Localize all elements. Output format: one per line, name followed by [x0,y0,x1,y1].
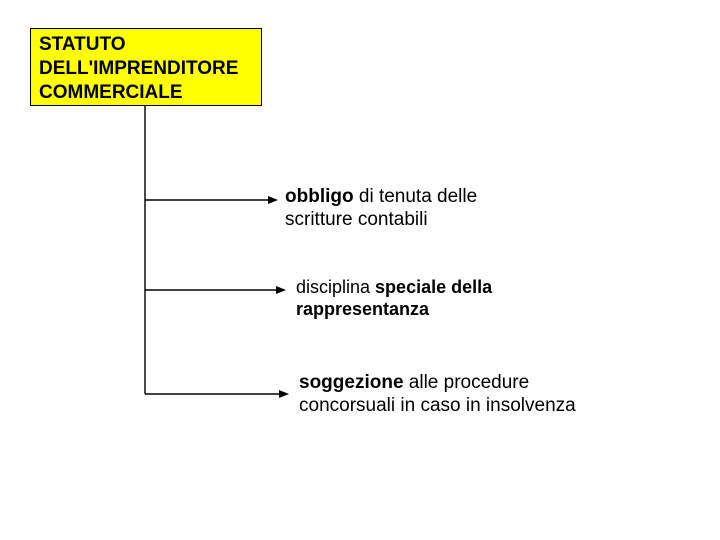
item-disciplina-pre: disciplina [296,277,375,297]
diagram-canvas: STATUTO DELL'IMPRENDITORE COMMERCIALE ob… [0,0,720,540]
item-soggezione: soggezione alle procedure concorsuali in… [299,372,629,418]
item-obbligo: obbligo di tenuta delle scritture contab… [285,186,545,232]
title-line-2: DELL'IMPRENDITORE [39,58,238,79]
item-disciplina: disciplina speciale della rappresentanza [296,277,546,320]
item-soggezione-bold: soggezione [299,372,404,393]
item-obbligo-bold: obbligo [285,186,354,207]
title-box: STATUTO DELL'IMPRENDITORE COMMERCIALE [30,28,262,106]
title-line-1: STATUTO [39,34,126,55]
title-line-3: COMMERCIALE [39,82,183,103]
